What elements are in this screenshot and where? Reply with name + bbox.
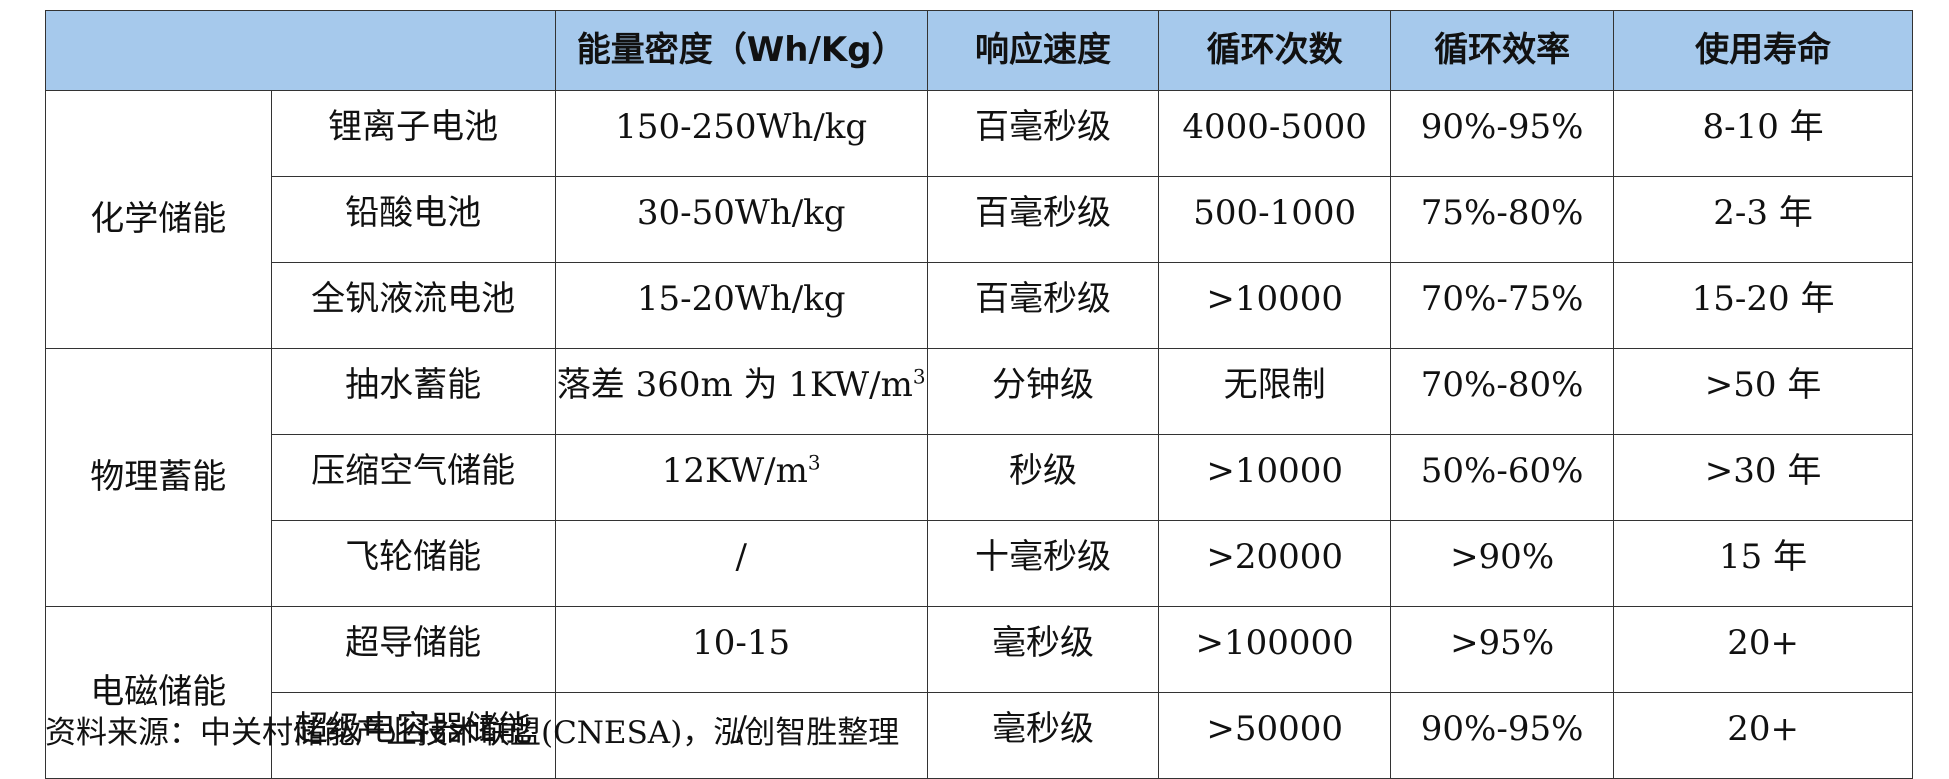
- density-cell: 30-50Wh/kg: [554, 176, 928, 263]
- response-cell: 百毫秒级: [926, 262, 1160, 349]
- response-cell: 秒级: [926, 434, 1160, 521]
- lifespan-cell: 8-10 年: [1613, 90, 1913, 177]
- efficiency-cell: 50%-60%: [1390, 434, 1615, 521]
- density-cell: 150-250Wh/kg: [554, 90, 928, 177]
- density-cell: 12KW/m3: [554, 434, 928, 521]
- lifespan-cell: >50 年: [1613, 348, 1913, 435]
- category-cell: 物理蓄能: [45, 348, 272, 607]
- density-value: 12KW/m: [661, 450, 808, 491]
- response-cell: 十毫秒级: [926, 520, 1160, 607]
- response-cell: 百毫秒级: [926, 176, 1160, 263]
- table-row: 电磁储能 超导储能 10-15 毫秒级 >100000 >95% 20+: [45, 606, 1913, 779]
- tech-name-cell: 超导储能: [270, 606, 556, 693]
- efficiency-cell: 90%-95%: [1390, 90, 1615, 177]
- cycles-cell: 500-1000: [1158, 176, 1392, 263]
- cycles-cell: >50000: [1158, 692, 1392, 779]
- header-cell-efficiency: 循环效率: [1390, 10, 1615, 91]
- table-row: 全钒液流电池 15-20Wh/kg 百毫秒级 >10000 70%-75% 15…: [46, 262, 1913, 349]
- efficiency-cell: >90%: [1390, 520, 1615, 607]
- lifespan-cell: 20+: [1613, 606, 1913, 693]
- cycles-cell: >10000: [1158, 434, 1392, 521]
- efficiency-cell: 70%-75%: [1390, 262, 1615, 349]
- tech-name-cell: 锂离子电池: [270, 90, 556, 177]
- response-cell: 毫秒级: [926, 692, 1160, 779]
- density-superscript: 3: [807, 450, 821, 475]
- header-cell-empty: [45, 10, 556, 91]
- efficiency-cell: >95%: [1390, 606, 1615, 693]
- header-cell-density: 能量密度（Wh/Kg）: [554, 10, 928, 91]
- category-cell: 化学储能: [45, 90, 272, 349]
- density-cell: /: [554, 520, 928, 607]
- density-superscript: 3: [912, 364, 926, 389]
- efficiency-cell: 70%-80%: [1390, 348, 1615, 435]
- lifespan-cell: 2-3 年: [1613, 176, 1913, 263]
- table-wrapper: 能量密度（Wh/Kg） 响应速度 循环次数 循环效率 使用寿命 化学储能 锂离子…: [45, 10, 1913, 779]
- density-cell: 10-15: [554, 606, 928, 693]
- table-row: 飞轮储能 / 十毫秒级 >20000 >90% 15 年: [46, 520, 1913, 607]
- density-value: 落差 360m 为 1KW/m: [556, 364, 913, 405]
- lifespan-cell: 20+: [1613, 692, 1913, 779]
- table-row: 铅酸电池 30-50Wh/kg 百毫秒级 500-1000 75%-80% 2-…: [46, 176, 1913, 263]
- tech-name-cell: 铅酸电池: [270, 176, 556, 263]
- tech-name-cell: 抽水蓄能: [270, 348, 556, 435]
- cycles-cell: >10000: [1158, 262, 1392, 349]
- table-row: 压缩空气储能 12KW/m3 秒级 >10000 50%-60% >30 年: [46, 434, 1913, 521]
- tech-name-cell: 飞轮储能: [270, 520, 556, 607]
- cycles-cell: >20000: [1158, 520, 1392, 607]
- cycles-cell: 无限制: [1158, 348, 1392, 435]
- lifespan-cell: 15 年: [1613, 520, 1913, 607]
- response-cell: 百毫秒级: [926, 90, 1160, 177]
- lifespan-cell: >30 年: [1613, 434, 1913, 521]
- table-row: 物理蓄能 抽水蓄能 落差 360m 为 1KW/m3 分钟级 无限制 70%-8…: [45, 348, 1913, 607]
- table-row: 化学储能 锂离子电池 150-250Wh/kg 百毫秒级 4000-5000 9…: [45, 90, 1913, 349]
- header-cell-cycles: 循环次数: [1158, 10, 1392, 91]
- tech-name-cell: 全钒液流电池: [270, 262, 556, 349]
- efficiency-cell: 90%-95%: [1390, 692, 1615, 779]
- header-row: 能量密度（Wh/Kg） 响应速度 循环次数 循环效率 使用寿命: [45, 10, 1913, 91]
- response-cell: 分钟级: [926, 348, 1160, 435]
- density-cell: 落差 360m 为 1KW/m3: [554, 348, 928, 435]
- efficiency-cell: 75%-80%: [1390, 176, 1615, 263]
- lifespan-cell: 15-20 年: [1613, 262, 1913, 349]
- tech-name-cell: 压缩空气储能: [270, 434, 556, 521]
- header-cell-lifespan: 使用寿命: [1613, 10, 1913, 91]
- header-cell-response: 响应速度: [926, 10, 1160, 91]
- category-cell: 电磁储能: [45, 606, 272, 779]
- response-cell: 毫秒级: [926, 606, 1160, 693]
- cycles-cell: 4000-5000: [1158, 90, 1392, 177]
- source-note: 资料来源：中关村储能产业技术联盟(CNESA)，泓创智胜整理: [45, 715, 900, 751]
- cycles-cell: >100000: [1158, 606, 1392, 693]
- energy-storage-comparison-table: 能量密度（Wh/Kg） 响应速度 循环次数 循环效率 使用寿命 化学储能 锂离子…: [45, 10, 1913, 779]
- density-cell: 15-20Wh/kg: [554, 262, 928, 349]
